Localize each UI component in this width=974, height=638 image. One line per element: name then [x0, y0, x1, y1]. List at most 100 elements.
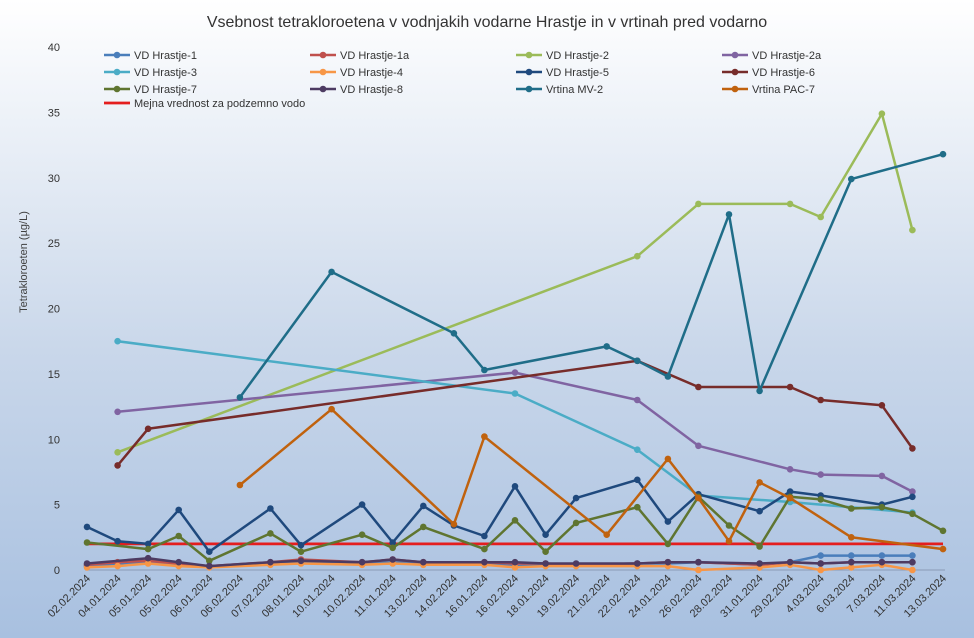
data-point	[634, 252, 641, 260]
data-point	[848, 175, 855, 183]
data-point	[603, 343, 610, 350]
data-point	[909, 226, 916, 234]
data-point	[358, 531, 366, 538]
data-point	[542, 531, 549, 538]
legend-label: VD Hrastje-1a	[340, 50, 410, 62]
legend-item: VD Hrastje-5	[516, 67, 609, 79]
data-point	[695, 383, 702, 391]
legend-swatch-marker	[113, 51, 121, 59]
legend-item: VD Hrastje-4	[310, 67, 403, 79]
data-point	[634, 396, 641, 404]
data-point	[848, 505, 855, 512]
data-point	[481, 532, 488, 540]
legend-label: VD Hrastje-6	[752, 67, 815, 79]
data-point	[817, 213, 824, 221]
data-point	[664, 558, 672, 566]
data-point	[695, 566, 702, 574]
data-point	[878, 558, 886, 566]
data-point	[144, 545, 152, 553]
data-point	[389, 539, 397, 546]
data-point	[511, 390, 519, 397]
y-tick-label: 20	[48, 304, 60, 316]
data-point	[909, 558, 916, 566]
data-point	[695, 200, 702, 208]
series-line	[116, 359, 914, 467]
data-point	[756, 387, 763, 395]
data-point	[848, 558, 855, 566]
y-tick-label: 5	[54, 500, 60, 512]
data-point	[848, 564, 855, 571]
legend-label: VD Hrastje-4	[340, 67, 403, 79]
data-point	[878, 472, 886, 480]
data-point	[817, 560, 824, 567]
data-point	[450, 330, 458, 337]
data-point	[144, 560, 152, 567]
data-point	[297, 557, 305, 565]
legend-swatch-marker	[731, 85, 739, 93]
data-point	[206, 557, 213, 565]
data-point	[756, 560, 763, 567]
data-point	[236, 394, 244, 401]
data-point	[206, 548, 213, 555]
data-point	[511, 558, 519, 566]
data-point	[848, 534, 855, 541]
series-group	[236, 150, 947, 401]
legend-item-limit: Mejna vrednost za podzemno vodo	[104, 98, 305, 110]
data-point	[572, 494, 580, 502]
legend-item: Vrtina PAC-7	[722, 84, 815, 96]
series-group	[114, 369, 916, 495]
data-point	[817, 396, 824, 404]
data-point	[206, 562, 213, 570]
y-tick-label: 0	[54, 565, 60, 577]
legend-item: VD Hrastje-8	[310, 84, 403, 96]
data-point	[542, 548, 549, 555]
y-axis-title: Tetrakloroeten (µg/L)	[18, 211, 30, 313]
data-point	[175, 506, 182, 514]
data-point	[420, 502, 427, 510]
legend-swatch-marker	[525, 68, 533, 76]
data-point	[664, 518, 672, 525]
series-line	[117, 339, 913, 514]
legend-label: VD Hrastje-3	[134, 67, 197, 79]
series-layer	[83, 110, 947, 574]
data-point	[450, 520, 458, 528]
data-point	[878, 402, 886, 409]
data-point	[725, 537, 733, 545]
data-point	[175, 558, 182, 566]
data-point	[328, 405, 335, 413]
data-point	[572, 519, 580, 527]
data-point	[878, 552, 886, 559]
data-point	[511, 369, 519, 376]
data-point	[389, 556, 397, 563]
data-point	[664, 373, 672, 380]
legend-item: VD Hrastje-2	[516, 50, 609, 62]
legend-swatch-marker	[319, 85, 327, 93]
data-point	[114, 449, 121, 456]
data-point	[695, 494, 702, 502]
data-point	[725, 522, 733, 529]
data-point	[481, 545, 488, 553]
data-point	[175, 532, 182, 540]
legend-item: VD Hrastje-3	[104, 67, 197, 79]
legend-swatch-marker	[731, 68, 739, 76]
data-point	[358, 558, 366, 566]
legend-swatch-marker	[731, 51, 739, 59]
data-point	[236, 481, 244, 489]
data-point	[756, 507, 763, 515]
legend-label: VD Hrastje-7	[134, 84, 197, 96]
data-point	[664, 455, 672, 463]
data-point	[909, 488, 916, 495]
data-point	[695, 442, 702, 450]
data-point	[144, 425, 152, 433]
y-tick-label: 40	[48, 42, 60, 54]
data-point	[542, 560, 549, 567]
data-point	[634, 503, 641, 511]
data-point	[634, 446, 641, 454]
legend-item: VD Hrastje-2a	[722, 50, 822, 62]
y-tick-label: 15	[48, 369, 60, 381]
data-point	[114, 562, 121, 570]
series-line	[117, 371, 913, 493]
legend: VD Hrastje-1 VD Hrastje-1a VD Hrastje-2 VD …	[104, 50, 822, 110]
data-point	[756, 479, 763, 486]
